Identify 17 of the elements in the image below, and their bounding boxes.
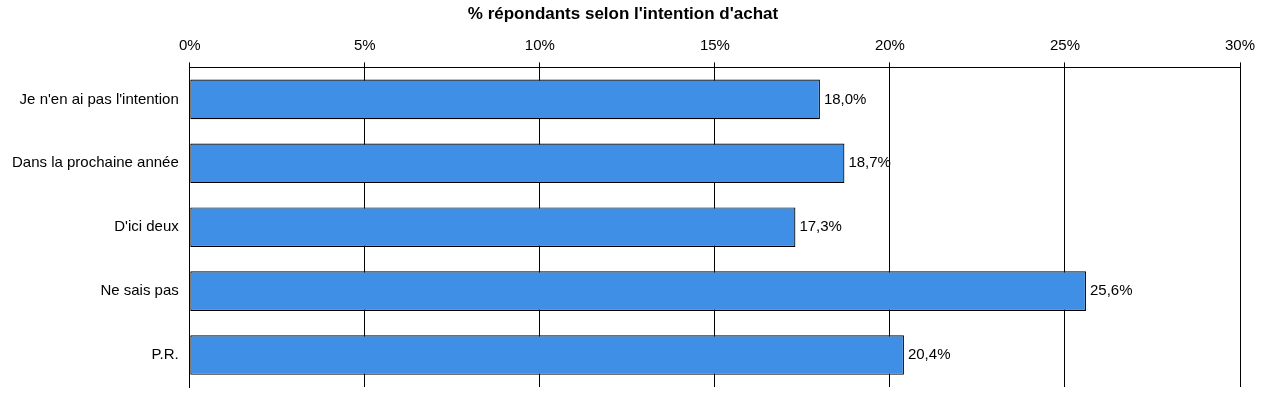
x-tick-label: 20% (874, 35, 905, 53)
x-tick-label: 5% (353, 35, 376, 53)
y-tick-label: P.R. (151, 345, 179, 363)
y-tick-label: D'ici deux (114, 217, 180, 235)
y-tick-label: Ne sais pas (100, 281, 179, 299)
x-tick-label: 15% (699, 35, 730, 53)
data-label: 25,6% (1089, 281, 1133, 299)
x-tick-label: 10% (524, 35, 555, 53)
x-tick-label: 0% (178, 35, 201, 53)
data-label: 20,4% (907, 345, 951, 363)
y-tick-label: Dans la prochaine année (11, 153, 179, 171)
x-tick-label: 25% (1049, 35, 1080, 53)
data-label: 17,3% (799, 217, 842, 235)
x-tick-label: 30% (1224, 35, 1256, 53)
data-label: 18,0% (823, 89, 867, 107)
y-tick-label: Je n'en ai pas l'intention (19, 89, 179, 107)
chart-title: % répondants selon l'intention d'achat (467, 3, 779, 23)
